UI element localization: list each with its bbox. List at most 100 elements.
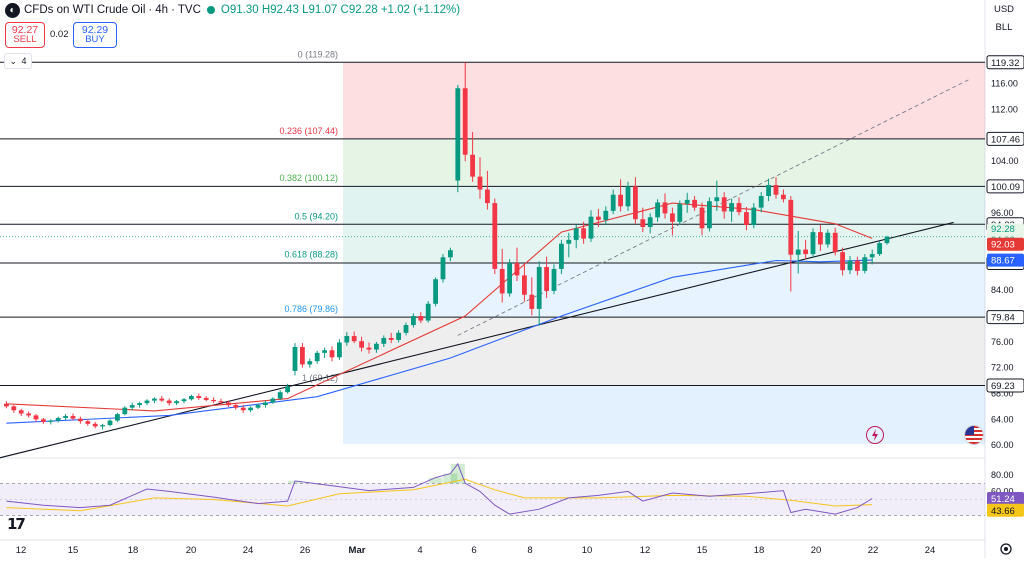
indicators-collapse-button[interactable]: ⌄ 4 bbox=[4, 53, 32, 69]
candle-body bbox=[18, 410, 24, 414]
level-price-tag-bg bbox=[986, 131, 1024, 146]
price-tick-label: 84.00 bbox=[991, 285, 1014, 295]
candle-body bbox=[248, 407, 253, 411]
candle-body bbox=[4, 403, 9, 407]
candle-body bbox=[499, 268, 505, 294]
time-tick-label: 6 bbox=[471, 545, 476, 556]
time-tick-label: 18 bbox=[128, 545, 139, 556]
candle-body bbox=[181, 399, 187, 402]
candle-body bbox=[736, 203, 742, 213]
ohlc-values: O91.30 H92.43 L91.07 C92.28 +1.02 (+1.12… bbox=[221, 4, 460, 16]
candle-body bbox=[314, 352, 320, 362]
tradingview-logo-icon: ◐ bbox=[5, 2, 20, 18]
candle-body bbox=[137, 403, 142, 406]
time-tick-label: 10 bbox=[582, 545, 593, 556]
candle-body bbox=[144, 400, 150, 404]
candle-body bbox=[292, 347, 298, 371]
rsi-value-tag-bg bbox=[987, 491, 1024, 505]
unit-selector[interactable]: BLL bbox=[995, 22, 1013, 33]
candle-body bbox=[189, 396, 194, 400]
rsi-ma-tag-text: 43.66 bbox=[991, 506, 1015, 517]
candle-body bbox=[203, 397, 209, 400]
interval-label[interactable]: 4h bbox=[155, 4, 169, 16]
sell-button[interactable]: 92.27 SELL bbox=[5, 22, 45, 48]
candle-body bbox=[640, 219, 646, 227]
buy-price: 92.29 bbox=[81, 24, 109, 36]
candle-body bbox=[92, 423, 98, 427]
level-price-tag-text: 119.32 bbox=[991, 58, 1019, 69]
candle-body bbox=[581, 228, 586, 239]
candle-body bbox=[884, 236, 890, 244]
level-price-tag-text: 69.23 bbox=[991, 381, 1015, 392]
us-flag-icon[interactable] bbox=[964, 425, 984, 445]
candle-body bbox=[684, 199, 690, 204]
high-value: H92.43 bbox=[261, 4, 299, 16]
time-tick-label: 22 bbox=[868, 545, 879, 556]
candle-body bbox=[714, 197, 720, 202]
buy-button[interactable]: 92.29 BUY bbox=[73, 22, 117, 48]
support-trendline bbox=[0, 221, 954, 459]
candle-body bbox=[662, 202, 668, 214]
tradingview-logo[interactable]: 17 bbox=[7, 515, 26, 533]
candle-body bbox=[418, 316, 424, 321]
candle-body bbox=[455, 88, 461, 181]
candle-body bbox=[551, 268, 557, 291]
price-tick-label: 64.00 bbox=[991, 414, 1014, 424]
candle-body bbox=[810, 232, 816, 255]
price-tick-label: 96.00 bbox=[991, 208, 1014, 218]
price-tick-label: 76.00 bbox=[991, 337, 1014, 347]
candle-body bbox=[855, 260, 860, 271]
candle-body bbox=[647, 217, 653, 227]
price-tick-label: 68.00 bbox=[991, 388, 1014, 398]
ma-slow-line bbox=[6, 259, 873, 424]
candle-body bbox=[699, 207, 705, 229]
candle-body bbox=[411, 316, 416, 326]
candle-body bbox=[381, 337, 387, 344]
gear-icon[interactable] bbox=[999, 542, 1013, 556]
fib-level-label: 0 (119.28) bbox=[298, 50, 338, 60]
candle-body bbox=[670, 213, 675, 222]
candle-body bbox=[773, 185, 779, 195]
time-tick-label: 15 bbox=[68, 545, 79, 556]
fib-level-label: 0.382 (100.12) bbox=[279, 173, 338, 183]
candle-body bbox=[233, 405, 239, 408]
candle-body bbox=[877, 243, 882, 255]
candle-body bbox=[795, 249, 801, 255]
candle-body bbox=[48, 420, 54, 422]
candle-body bbox=[566, 239, 572, 244]
ma-slow-tag-bg bbox=[987, 253, 1024, 267]
sell-label: SELL bbox=[13, 34, 37, 45]
candle-body bbox=[211, 399, 216, 402]
candle-body bbox=[270, 398, 276, 403]
time-tick-label: 20 bbox=[811, 545, 822, 556]
time-tick-label: 20 bbox=[186, 545, 197, 556]
candle-body bbox=[55, 417, 61, 421]
time-tick-label: 26 bbox=[300, 545, 311, 556]
open-value: O91.30 bbox=[220, 4, 259, 16]
flash-event-icon[interactable] bbox=[866, 426, 884, 444]
candle-body bbox=[403, 325, 409, 333]
chart-legend-header: ◐ CFDs on WTI Crude Oil · 4h · TVC O91.3… bbox=[0, 0, 460, 20]
candle-body bbox=[588, 216, 594, 239]
rsi-ma-line bbox=[6, 478, 873, 512]
candle-body bbox=[610, 194, 616, 211]
chevron-down-icon: ⌄ bbox=[9, 55, 18, 66]
candlestick-series bbox=[4, 62, 890, 430]
candle-body bbox=[721, 197, 727, 212]
candle-body bbox=[129, 405, 135, 408]
close-value: C92.28 bbox=[340, 4, 378, 16]
candle-body bbox=[485, 189, 490, 204]
instrument-name[interactable]: CFDs on WTI Crude Oil bbox=[24, 4, 146, 16]
candle-body bbox=[751, 207, 757, 226]
candle-body bbox=[240, 407, 246, 411]
candle-body bbox=[655, 202, 660, 218]
low-value: L91.07 bbox=[302, 4, 338, 16]
candle-body bbox=[869, 254, 875, 258]
candle-body bbox=[26, 413, 31, 416]
candle-body bbox=[781, 194, 786, 200]
sell-price: 92.27 bbox=[11, 24, 39, 36]
candle-body bbox=[433, 279, 438, 304]
market-status-icon[interactable] bbox=[206, 6, 215, 14]
currency-selector[interactable]: USD bbox=[993, 4, 1015, 15]
